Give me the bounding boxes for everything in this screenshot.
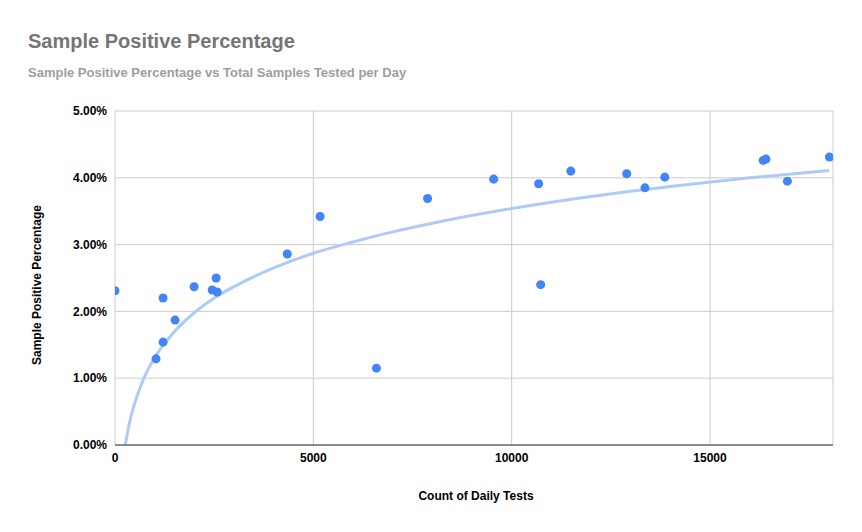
svg-text:2.00%: 2.00% <box>73 305 107 319</box>
svg-text:0: 0 <box>112 451 119 465</box>
svg-text:4.00%: 4.00% <box>73 171 107 185</box>
svg-text:15000: 15000 <box>693 451 727 465</box>
svg-text:3.00%: 3.00% <box>73 238 107 252</box>
html-text:Count of Daily Tests: Count of Daily Tests <box>418 489 534 503</box>
svg-text:1.00%: 1.00% <box>73 371 107 385</box>
html-text:Sample Positive Percentage vs: Sample Positive Percentage vs Total Samp… <box>28 65 407 80</box>
svg-text:10000: 10000 <box>495 451 529 465</box>
svg-text:5000: 5000 <box>300 451 327 465</box>
html-text:Sample Positive Percentage: Sample Positive Percentage <box>28 30 295 52</box>
svg-text:0.00%: 0.00% <box>73 438 107 452</box>
html-text:Sample Positive Percentage: Sample Positive Percentage <box>30 205 44 365</box>
svg-text:5.00%: 5.00% <box>73 104 107 118</box>
